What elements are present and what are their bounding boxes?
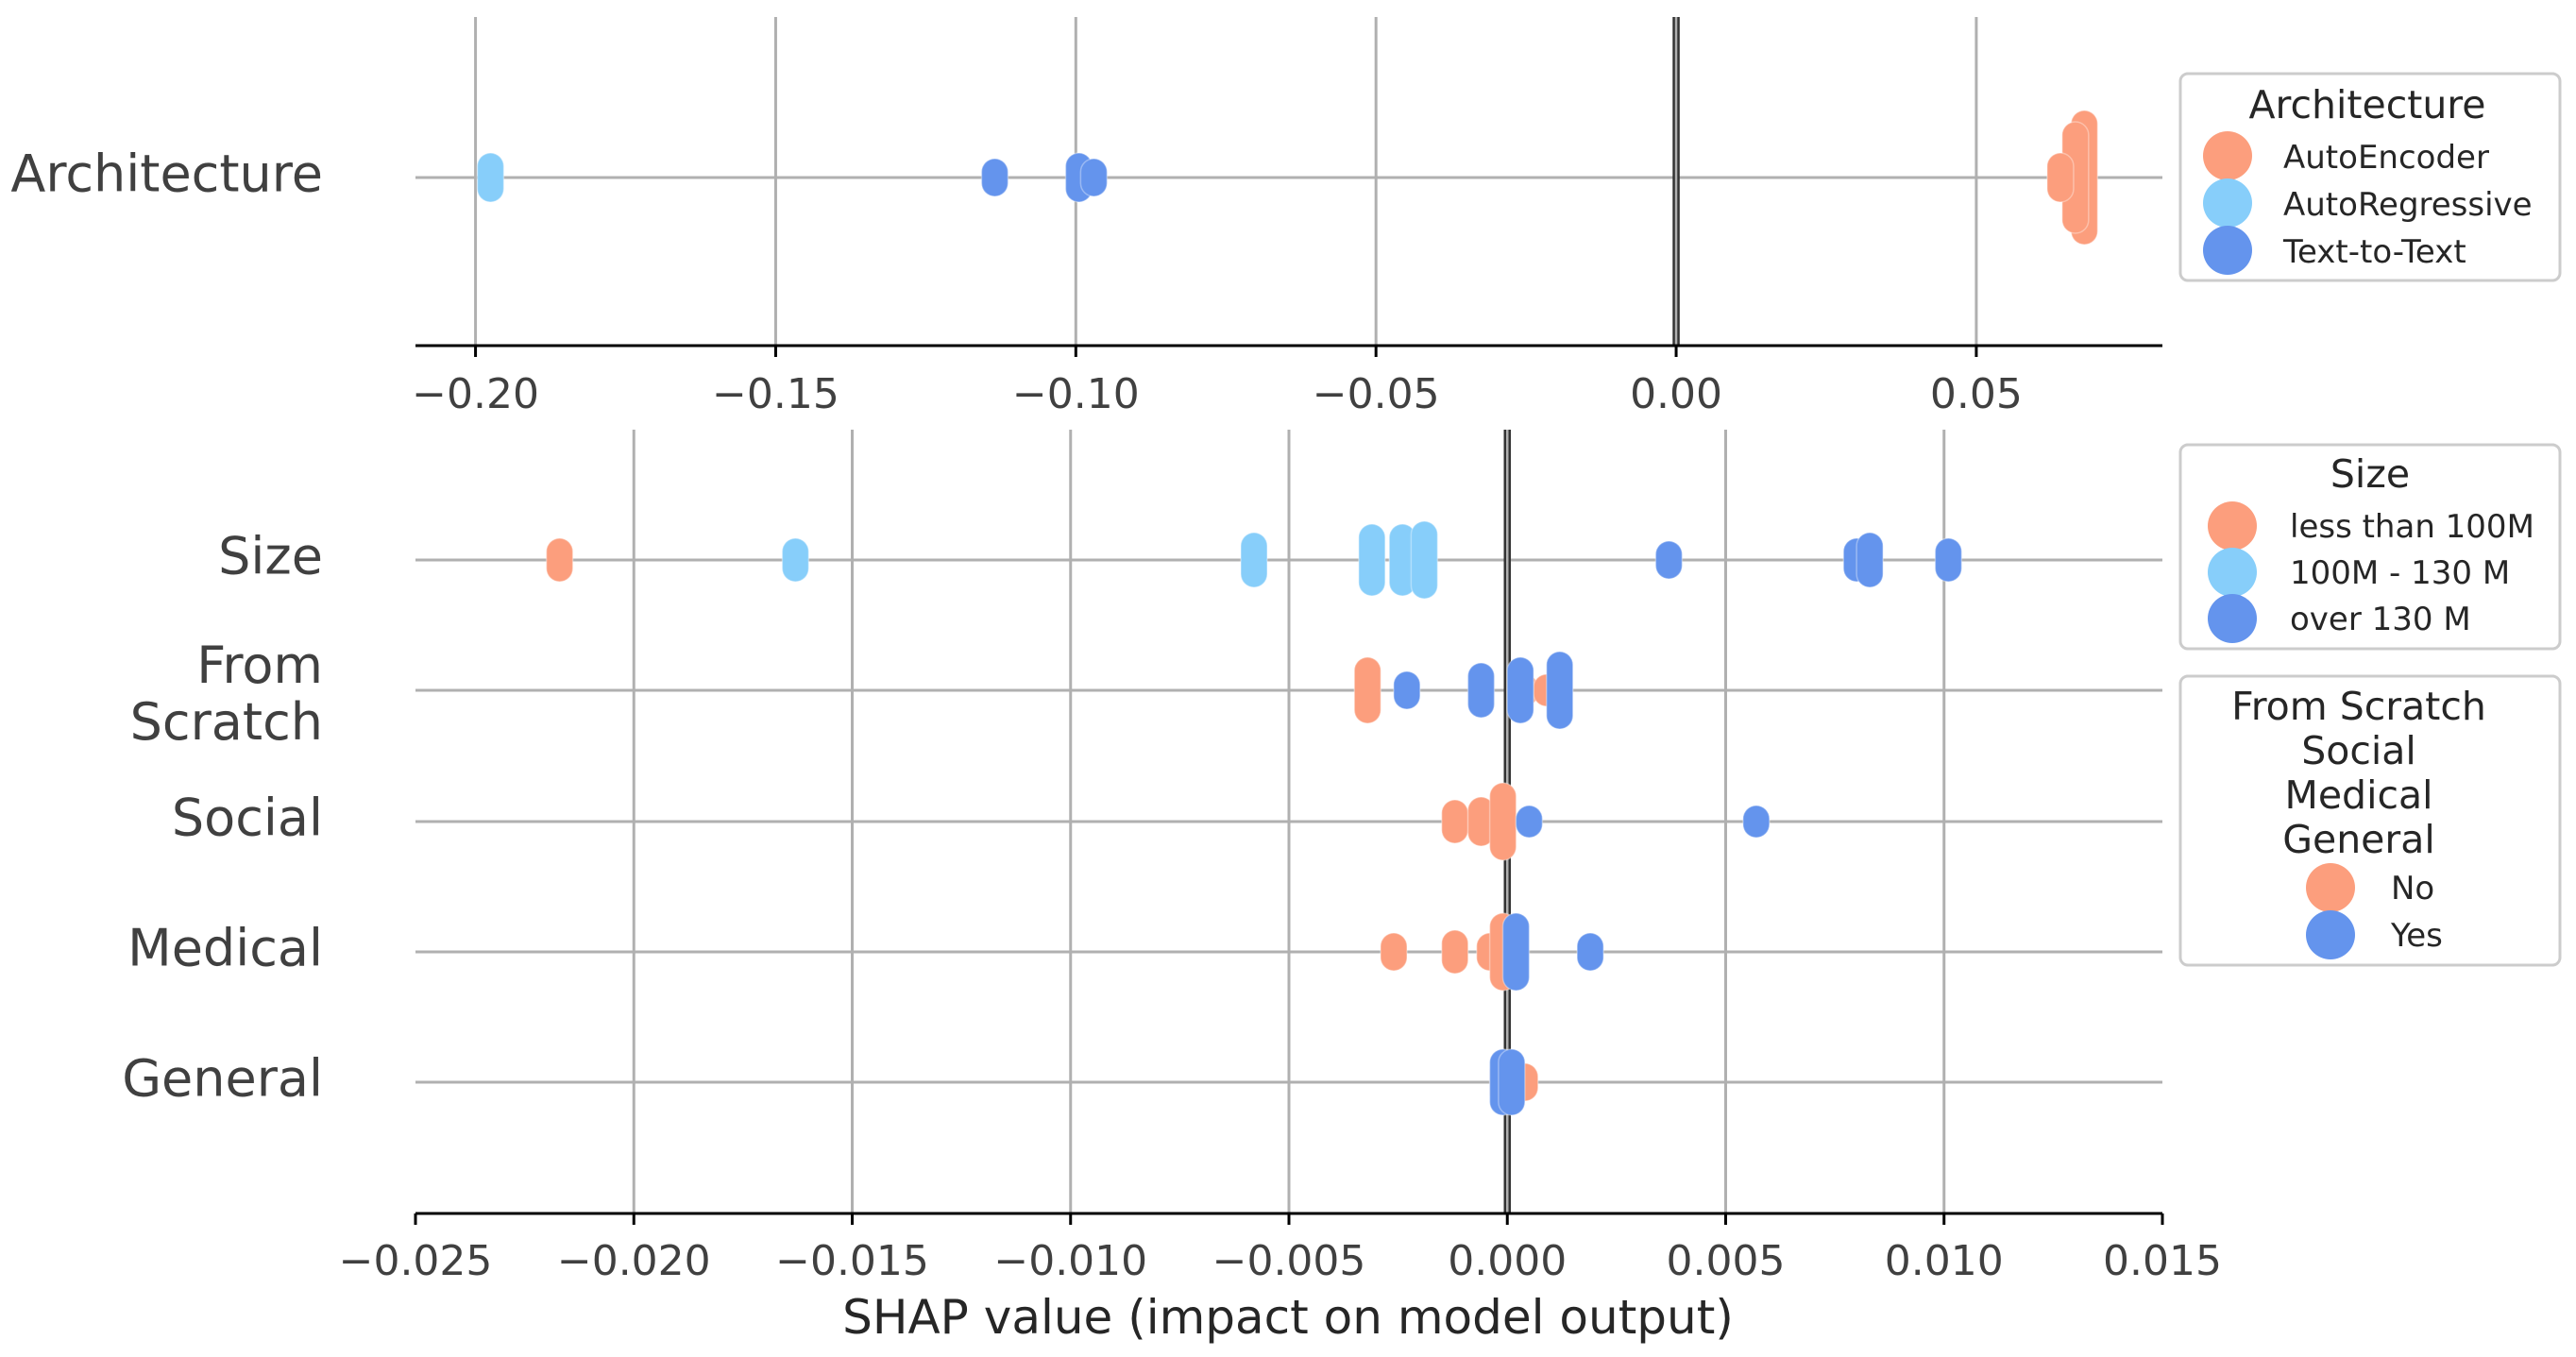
- shap-point-size-over-130-m-yes-0: [1654, 540, 1684, 580]
- binary-features-legend: From Scratch Social Medical General No Y…: [2178, 674, 2562, 967]
- x-axis-label: SHAP value (impact on model output): [842, 1290, 1734, 1345]
- x-tick-label-4: −0.005: [1212, 1237, 1366, 1285]
- legend-marker-no: [2306, 863, 2355, 912]
- shap-point-from-scratch-over-130-m-yes-5: [1466, 662, 1496, 719]
- shap-point-general-over-130-m-yes-13: [1498, 1048, 1526, 1116]
- architecture-panel: −0.20 −0.15 −0.10 −0.05 0.00 0.05 Architectur…: [10, 17, 2162, 418]
- shap-point-architecture-autoencoder-2: [2046, 152, 2075, 203]
- binary-legend-frame: [2178, 674, 2562, 967]
- x-tick-label-5: 0.000: [1448, 1237, 1567, 1285]
- binary-legend-title-medical: Medical: [2284, 772, 2432, 818]
- legend-marker-autoregressive: [2203, 178, 2252, 228]
- shap-point-from-scratch-over-130-m-yes-7: [1546, 651, 1574, 730]
- category-label-social: Social: [172, 789, 323, 848]
- x-tick-label-6: 0.005: [1667, 1237, 1786, 1285]
- shap-point-social-over-130-m-yes-8: [1515, 805, 1544, 839]
- shap-point-social-less-than-100m-no-4: [1441, 799, 1469, 844]
- legend-marker-yes: [2306, 910, 2355, 959]
- shap-point-medical-less-than-100m-no-8: [1441, 929, 1469, 975]
- category-label-medical: Medical: [127, 919, 323, 978]
- shap-point-size-100m-130-m-4: [1410, 520, 1439, 600]
- architecture-legend-title: Architecture: [2248, 82, 2485, 127]
- x-tick-label-3: −0.010: [993, 1237, 1147, 1285]
- size-legend-title: Size: [2330, 451, 2410, 497]
- legend-marker-text-to-text: [2203, 226, 2252, 275]
- shap-point-size-less-than-100m-no-0: [545, 537, 574, 583]
- shap-point-medical-over-130-m-yes-11: [1576, 932, 1604, 972]
- x-tick-label-1: −0.15: [712, 370, 839, 418]
- shap-point-size-100m-130-m-2: [1358, 523, 1386, 597]
- legend-label-text-to-text: Text-to-Text: [2282, 233, 2466, 271]
- shap-point-from-scratch-over-130-m-yes-4: [1393, 670, 1421, 710]
- shap-point-size-100m-130-m-1: [1240, 532, 1268, 588]
- legend-label-less-than-100m: less than 100M: [2290, 508, 2534, 546]
- legend-label-autoregressive: AutoRegressive: [2283, 186, 2533, 224]
- size-legend: Size less than 100M 100M - 130 M over 13…: [2178, 443, 2562, 651]
- shap-point-medical-over-130-m-yes-10: [1501, 912, 1531, 992]
- x-tick-label-1: −0.020: [557, 1237, 711, 1285]
- shap-point-architecture-autoregressive-0: [476, 152, 505, 203]
- legend-marker-over-130m: [2208, 594, 2257, 643]
- x-tick-label-0: −0.20: [412, 370, 539, 418]
- category-label-general: General: [122, 1049, 323, 1109]
- legend-label-no: No: [2391, 870, 2434, 907]
- architecture-legend-frame: [2178, 72, 2562, 282]
- x-tick-label-0: −0.025: [339, 1237, 493, 1285]
- features-points: [545, 520, 1963, 1116]
- legend-marker-autoencoder: [2203, 131, 2252, 180]
- x-tick-label-8: 0.015: [2103, 1237, 2222, 1285]
- shap-point-architecture-text-to-text-2: [1079, 158, 1109, 197]
- binary-legend-title-from-scratch: From Scratch: [2231, 684, 2486, 729]
- shap-point-social-over-130-m-yes-9: [1742, 805, 1771, 839]
- legend-label-over-130m: over 130 M: [2290, 601, 2471, 638]
- shap-point-from-scratch-over-130-m-yes-6: [1506, 656, 1534, 724]
- x-tick-label-4: 0.00: [1630, 370, 1722, 418]
- binary-legend-title-general: General: [2282, 817, 2435, 862]
- architecture-legend: Architecture AutoEncoder AutoRegressive …: [2178, 72, 2562, 282]
- legend-label-autoencoder: AutoEncoder: [2283, 139, 2489, 177]
- shap-point-size-over-130-m-yes-3: [1934, 537, 1963, 583]
- architecture-points: [476, 110, 2099, 246]
- x-tick-label-5: 0.05: [1930, 370, 2023, 418]
- x-tick-label-7: 0.010: [1885, 1237, 2004, 1285]
- features-x-ticks: −0.025 −0.020 −0.015 −0.010 −0.005 0.000 0.005…: [339, 1213, 2222, 1285]
- shap-point-size-100m-130-m-0: [781, 537, 810, 583]
- binary-legend-title-social: Social: [2301, 728, 2416, 773]
- legend-label-yes: Yes: [2390, 917, 2443, 955]
- category-label-line-1: Scratch: [130, 692, 323, 752]
- category-label-line-0: From: [196, 636, 323, 695]
- x-tick-label-2: −0.10: [1012, 370, 1140, 418]
- features-panel: −0.025 −0.020 −0.015 −0.010 −0.005 0.000 0.005…: [122, 430, 2222, 1345]
- x-tick-label-2: −0.015: [775, 1237, 929, 1285]
- shap-point-social-less-than-100m-no-6: [1488, 782, 1517, 861]
- x-tick-label-3: −0.05: [1313, 370, 1440, 418]
- size-legend-frame: [2178, 443, 2562, 651]
- category-label-architecture: Architecture: [10, 144, 323, 204]
- category-label-size: Size: [218, 527, 323, 586]
- legend-marker-100m-130m: [2208, 548, 2257, 597]
- architecture-x-ticks: −0.20 −0.15 −0.10 −0.05 0.00 0.05: [412, 346, 2023, 418]
- shap-point-from-scratch-less-than-100m-no-1: [1353, 656, 1381, 724]
- shap-point-size-over-130-m-yes-2: [1856, 532, 1884, 588]
- category-label-from-scratch: From Scratch: [130, 636, 323, 752]
- shap-point-architecture-text-to-text-0: [980, 158, 1009, 197]
- legend-marker-less-than-100m: [2208, 501, 2257, 551]
- legend-label-100m-130m: 100M - 130 M: [2290, 554, 2510, 592]
- shap-point-medical-less-than-100m-no-7: [1380, 932, 1408, 972]
